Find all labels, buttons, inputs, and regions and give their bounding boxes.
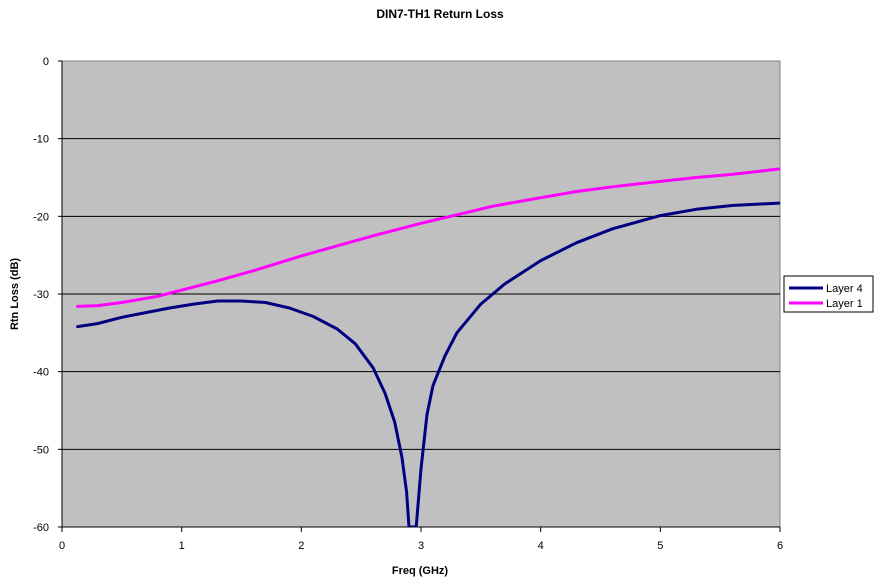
- y-tick-label-5: -50: [33, 444, 49, 456]
- y-tick-label-4: -40: [33, 367, 49, 379]
- y-tick-label-6: -60: [33, 522, 49, 534]
- x-axis-title: Freq (GHz): [392, 565, 449, 577]
- y-tick-label-2: -20: [33, 211, 49, 223]
- x-tick-label-6: 6: [777, 540, 783, 552]
- series-lines: [76, 167, 780, 527]
- series-line-layer-1: [76, 167, 780, 308]
- legend-label-layer-1: Layer 1: [826, 298, 863, 310]
- chart-title: DIN7-TH1 Return Loss: [376, 7, 504, 21]
- x-tick-label-5: 5: [657, 540, 663, 552]
- x-tick-label-4: 4: [538, 540, 544, 552]
- y-axis-title: Rtn Loss (dB): [9, 258, 21, 330]
- legend-label-layer-4: Layer 4: [826, 283, 863, 295]
- x-tick-label-1: 1: [179, 540, 185, 552]
- y-tick-label-0: 0: [43, 56, 49, 68]
- legend-box: [783, 275, 874, 313]
- x-tick-label-0: 0: [59, 540, 65, 552]
- series-line-layer-4: [76, 201, 780, 527]
- y-tick-label-1: -10: [33, 134, 49, 146]
- axes: 0 -10 -20 -30 -40 -50 -60 0 1 2 3 4 5 6: [33, 56, 783, 552]
- x-tick-label-2: 2: [298, 540, 304, 552]
- legend: Layer 4 Layer 1: [783, 275, 874, 313]
- x-tick-label-3: 3: [418, 540, 424, 552]
- y-tick-label-3: -30: [33, 289, 49, 301]
